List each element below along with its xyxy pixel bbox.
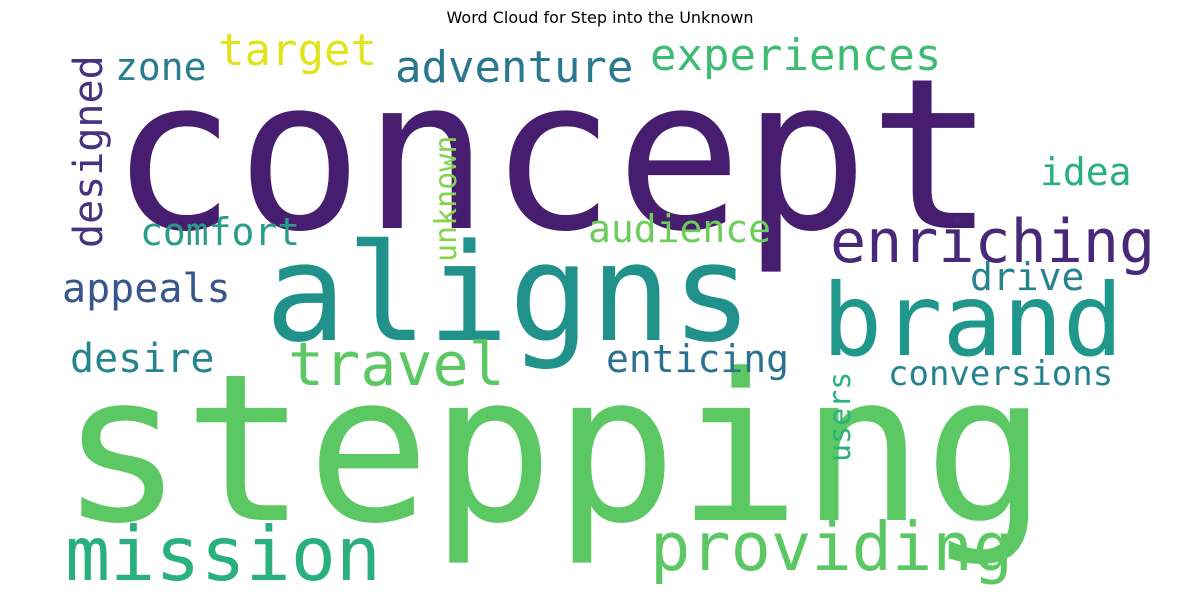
word-experiences: experiences [650,30,941,81]
word-appeals: appeals [62,266,231,312]
word-comfort: comfort [140,210,300,254]
chart-title: Word Cloud for Step into the Unknown [446,8,754,27]
word-adventure: adventure [395,42,633,93]
word-drive: drive [970,255,1084,299]
word-mission: mission [65,510,381,598]
word-enriching: enriching [830,207,1155,277]
word-target: target [218,25,377,76]
word-audience: audience [588,207,771,251]
word-unknown: unknown [429,136,464,262]
word-aligns: aligns [265,215,753,372]
word-conversions: conversions [888,354,1113,394]
word-concept: concept [110,33,995,278]
word-stepping: stepping [60,331,1047,569]
word-brand: brand [822,262,1123,379]
word-enticing: enticing [606,337,789,381]
word-designed: designed [66,55,112,248]
word-users: users [823,372,858,462]
word-desire: desire [70,336,215,382]
word-idea: idea [1040,150,1132,194]
word-travel: travel [288,330,505,400]
word-providing: providing [650,508,1013,586]
word-zone: zone [115,45,207,89]
